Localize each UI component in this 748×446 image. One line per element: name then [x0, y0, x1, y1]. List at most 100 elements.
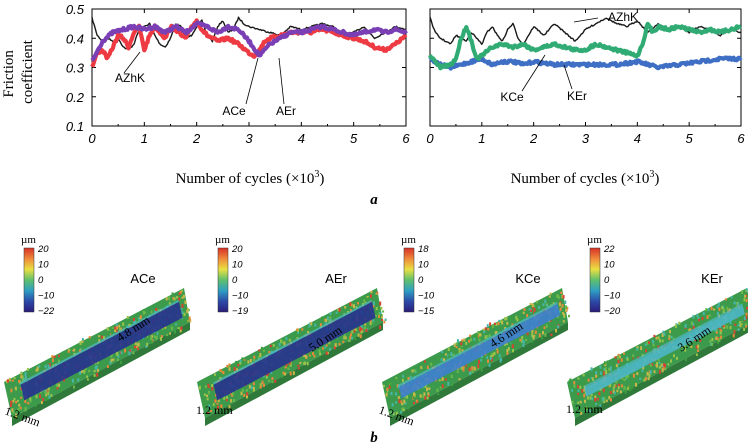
surface-texture — [582, 374, 585, 377]
surface-texture — [214, 399, 217, 403]
surface-texture — [228, 405, 231, 409]
surface-texture — [690, 321, 693, 326]
surface-texture — [44, 364, 47, 368]
surface-texture — [733, 330, 736, 334]
surface-texture — [548, 295, 551, 298]
surface-texture — [203, 398, 206, 403]
surface-texture — [11, 379, 14, 382]
surface-texture — [261, 380, 264, 385]
surface-texture — [486, 324, 489, 328]
surface-texture — [590, 367, 593, 372]
surface-texture — [672, 337, 675, 340]
surface-texture — [114, 329, 117, 333]
surface-texture — [83, 342, 86, 346]
surface-texture — [523, 308, 526, 311]
surface-texture — [361, 326, 364, 329]
surface-texture — [350, 303, 353, 307]
colorbar — [403, 247, 415, 313]
surface-texture — [579, 385, 582, 389]
surface-texture — [603, 400, 606, 404]
surface-texture — [437, 392, 440, 396]
surface-texture — [258, 349, 261, 352]
surface-texture — [395, 411, 398, 416]
surface-texture — [150, 340, 153, 344]
surface-texture — [403, 399, 406, 404]
surface-texture — [86, 339, 89, 343]
surface-texture — [603, 397, 606, 401]
surface-texture — [262, 352, 265, 357]
surface-texture — [395, 378, 397, 382]
surface-texture — [541, 336, 544, 340]
y-tick-label: 0.5 — [66, 2, 85, 17]
surface-texture — [741, 290, 744, 295]
surface-texture — [718, 326, 721, 330]
surface-texture — [589, 395, 592, 398]
surface-texture — [116, 330, 119, 333]
surface-texture — [609, 391, 612, 395]
surface-texture — [401, 407, 404, 412]
surface-texture — [47, 391, 50, 395]
surface-texture — [684, 348, 687, 352]
surface-texture — [657, 336, 660, 340]
surface-texture — [724, 298, 727, 301]
surface-texture — [470, 337, 472, 342]
surface-texture — [126, 316, 129, 319]
surface-texture — [24, 399, 27, 404]
surface-texture — [106, 365, 109, 368]
surface-texture — [259, 353, 262, 358]
surface-texture — [651, 363, 654, 366]
surface-texture — [384, 318, 387, 321]
surface-texture — [115, 323, 118, 327]
surface-texture — [707, 311, 710, 315]
surface-texture — [50, 394, 53, 398]
surface-texture — [325, 344, 328, 347]
surface-texture — [268, 350, 271, 354]
series-line-ace — [90, 20, 408, 62]
friction-chart-left: 0 1 2 3 4 5 6 0.1 0.2 0.3 0.4 0.5 AZhK ACe AEr — [66, 2, 410, 146]
surface-texture — [81, 338, 84, 341]
surface-texture — [589, 396, 592, 400]
surface-texture — [577, 392, 580, 396]
surface-texture — [402, 374, 405, 378]
surface-texture — [573, 384, 576, 388]
surface-texture — [239, 361, 242, 365]
colorbar-tick: 10 — [38, 260, 49, 271]
surface-texture — [550, 333, 553, 337]
surface-texture — [577, 389, 580, 393]
surface-texture — [208, 404, 211, 408]
colorbar-tick: −15 — [418, 306, 435, 317]
surface-texture — [583, 393, 586, 398]
surface-texture — [473, 360, 476, 363]
surface-texture — [367, 297, 370, 300]
surface-texture — [525, 338, 528, 342]
surface-texture — [577, 401, 580, 404]
surface-texture — [45, 393, 48, 397]
surface-texture — [469, 371, 472, 376]
surface-texture — [173, 297, 176, 301]
surface-texture — [745, 315, 748, 320]
surface-texture — [285, 364, 288, 367]
surface-texture — [120, 327, 123, 331]
surface-texture — [715, 331, 718, 334]
surface-texture — [47, 387, 50, 391]
surface-texture — [603, 370, 606, 375]
surface-texture — [486, 334, 489, 339]
surface-texture — [544, 299, 547, 304]
surface-texture — [185, 319, 188, 323]
surface-texture — [549, 292, 552, 295]
surface-texture — [219, 369, 222, 372]
surface-texture — [380, 314, 383, 317]
series-line-ker — [428, 55, 743, 71]
surface-texture — [465, 341, 468, 345]
surface-texture — [506, 349, 509, 353]
surface-texture — [36, 366, 39, 371]
surface-texture — [286, 365, 289, 368]
surface-texture — [379, 325, 382, 330]
surface-texture — [216, 405, 219, 409]
surface-texture — [407, 377, 410, 380]
surface-texture — [14, 386, 17, 390]
surface-texture — [430, 362, 433, 366]
surface-texture — [697, 318, 700, 322]
surface-texture — [733, 301, 736, 305]
surface-texture — [617, 359, 620, 364]
